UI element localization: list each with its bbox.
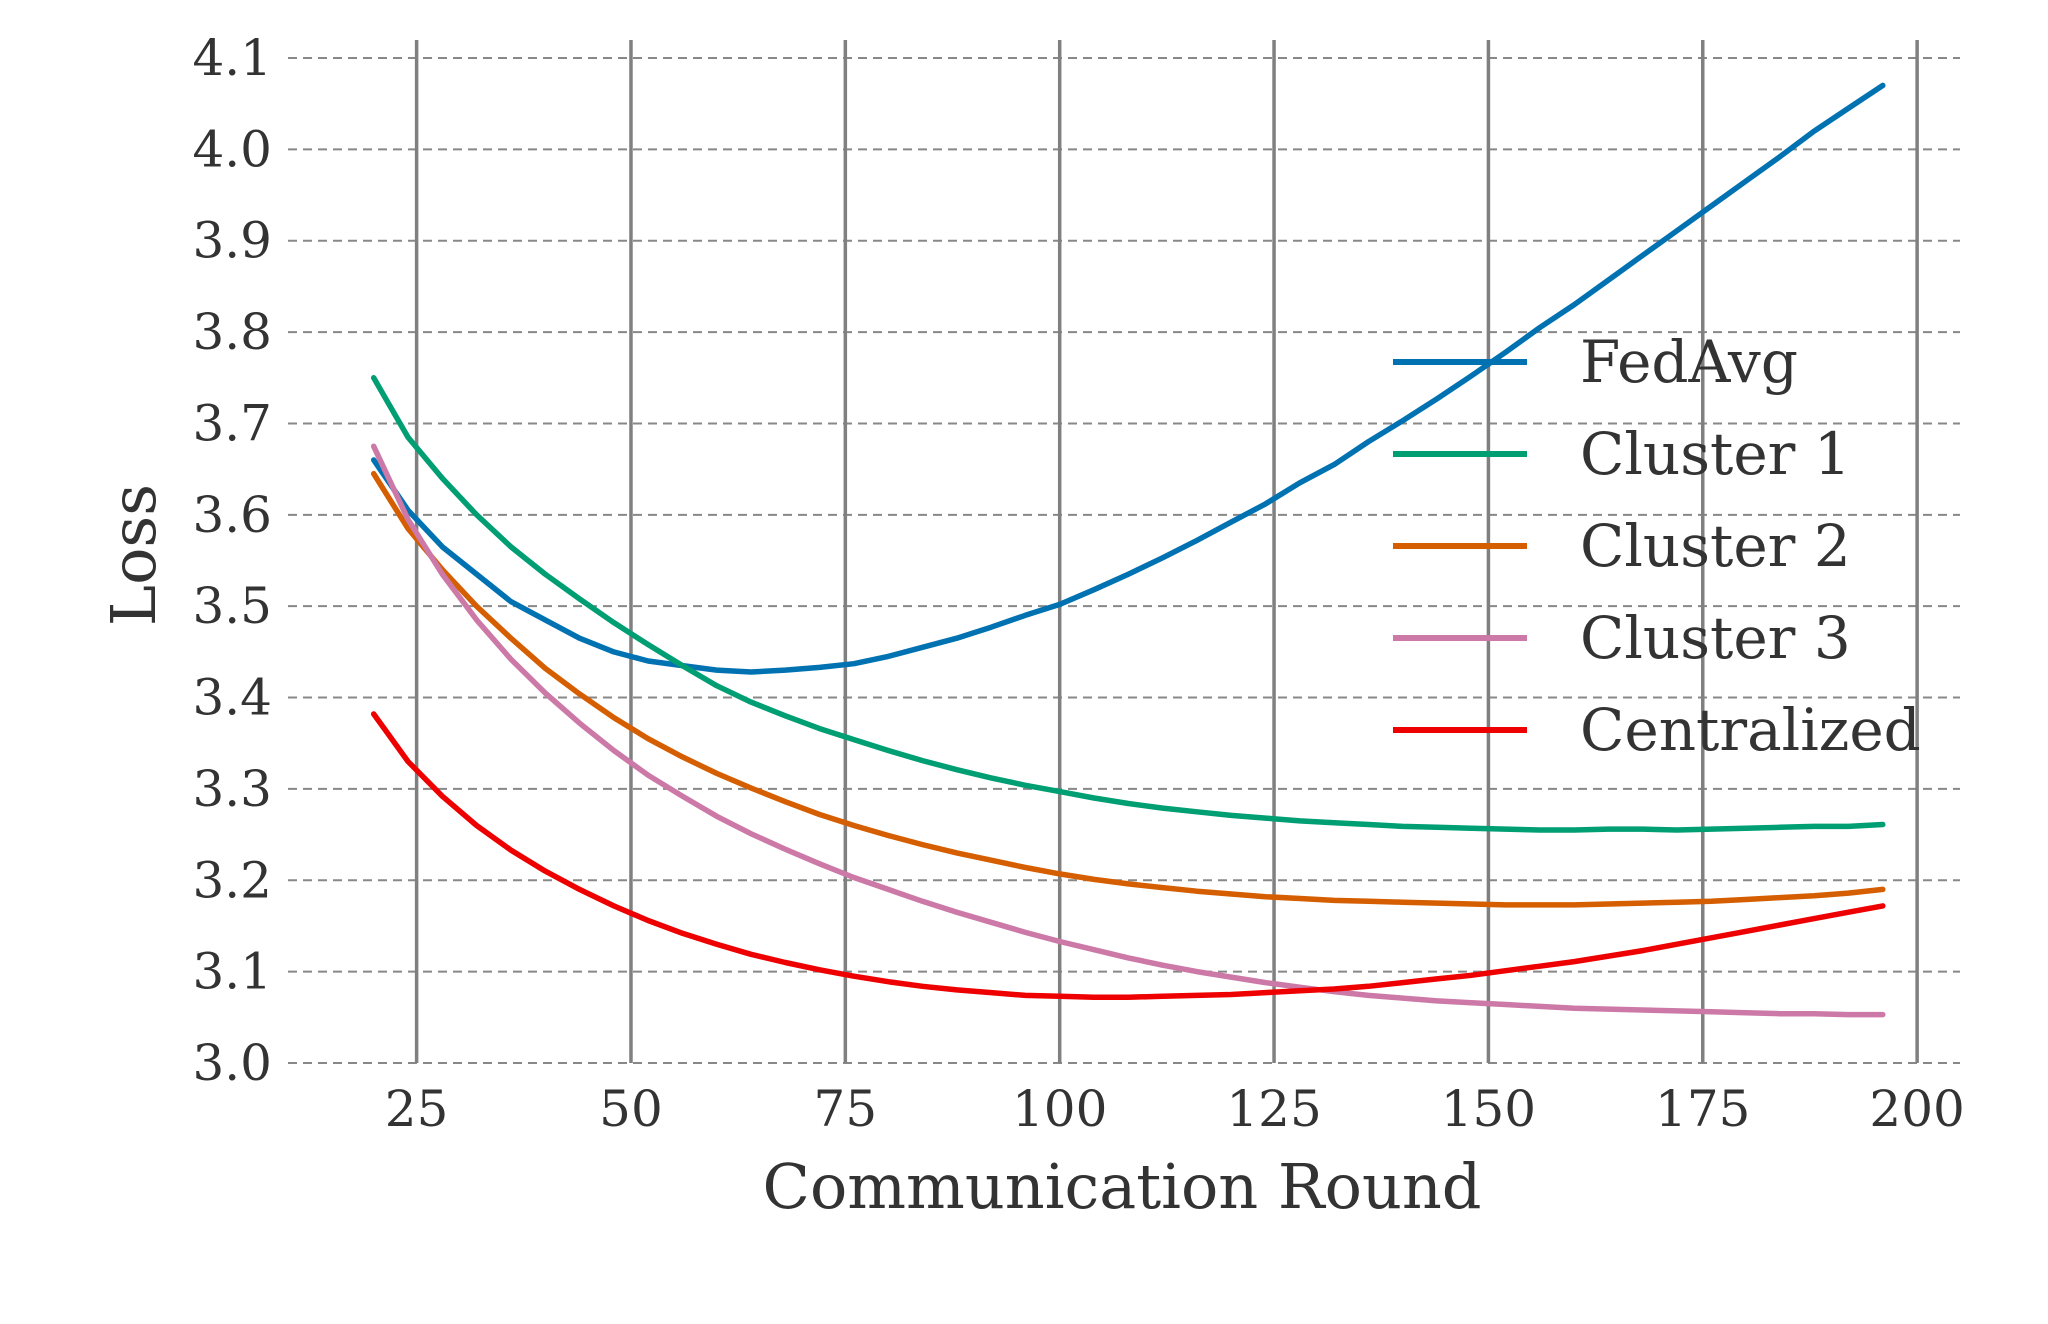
y-tick-label: 3.8: [192, 303, 272, 361]
x-tick-label: 125: [1226, 1080, 1321, 1138]
x-tick-label: 175: [1655, 1080, 1750, 1138]
x-tick-label: 200: [1869, 1080, 1964, 1138]
x-axis-label: Communication Round: [763, 1150, 1482, 1223]
x-tick-label: 150: [1441, 1080, 1536, 1138]
y-tick-label: 4.0: [192, 120, 272, 178]
y-tick-label: 3.1: [192, 943, 272, 1001]
y-tick-label: 3.7: [192, 394, 272, 452]
series-line-cluster-3: [370, 443, 1886, 1018]
y-tick-label: 4.1: [192, 29, 272, 87]
y-tick-labels: 3.0 3.1 3.2 3.3 3.4 3.5 3.6 3.7 3.8 3.9 4.0 4.1: [192, 29, 272, 1092]
legend-label-cluster-2: Cluster 2: [1580, 512, 1851, 580]
series-line-cluster-1: [370, 375, 1886, 833]
series-line-centralized: [370, 711, 1886, 1000]
series-lines: [370, 82, 1886, 1018]
y-tick-label: 3.3: [192, 760, 272, 818]
y-tick-label: 3.9: [192, 212, 272, 270]
y-tick-label: 3.4: [192, 669, 272, 727]
x-tick-label: 25: [385, 1080, 449, 1138]
y-axis-label: Loss: [97, 484, 170, 626]
y-tick-label: 3.2: [192, 851, 272, 909]
series-line-cluster-2: [370, 470, 1886, 908]
legend-label-centralized: Centralized: [1580, 696, 1921, 764]
legend: FedAvg Cluster 1 Cluster 2 Cluster 3 Central…: [1393, 328, 1921, 764]
legend-label-cluster-1: Cluster 1: [1580, 420, 1851, 488]
series-line-fedavg: [370, 82, 1886, 675]
x-tick-label: 100: [1012, 1080, 1107, 1138]
legend-label-fedavg: FedAvg: [1580, 328, 1798, 396]
y-tick-label: 3.0: [192, 1034, 272, 1092]
x-tick-label: 75: [814, 1080, 878, 1138]
y-tick-label: 3.6: [192, 486, 272, 544]
x-tick-label: 50: [599, 1080, 663, 1138]
legend-label-cluster-3: Cluster 3: [1580, 604, 1851, 672]
x-tick-labels: 25 50 75 100 125 150 175 200: [385, 1080, 1965, 1138]
y-tick-label: 3.5: [192, 577, 272, 635]
